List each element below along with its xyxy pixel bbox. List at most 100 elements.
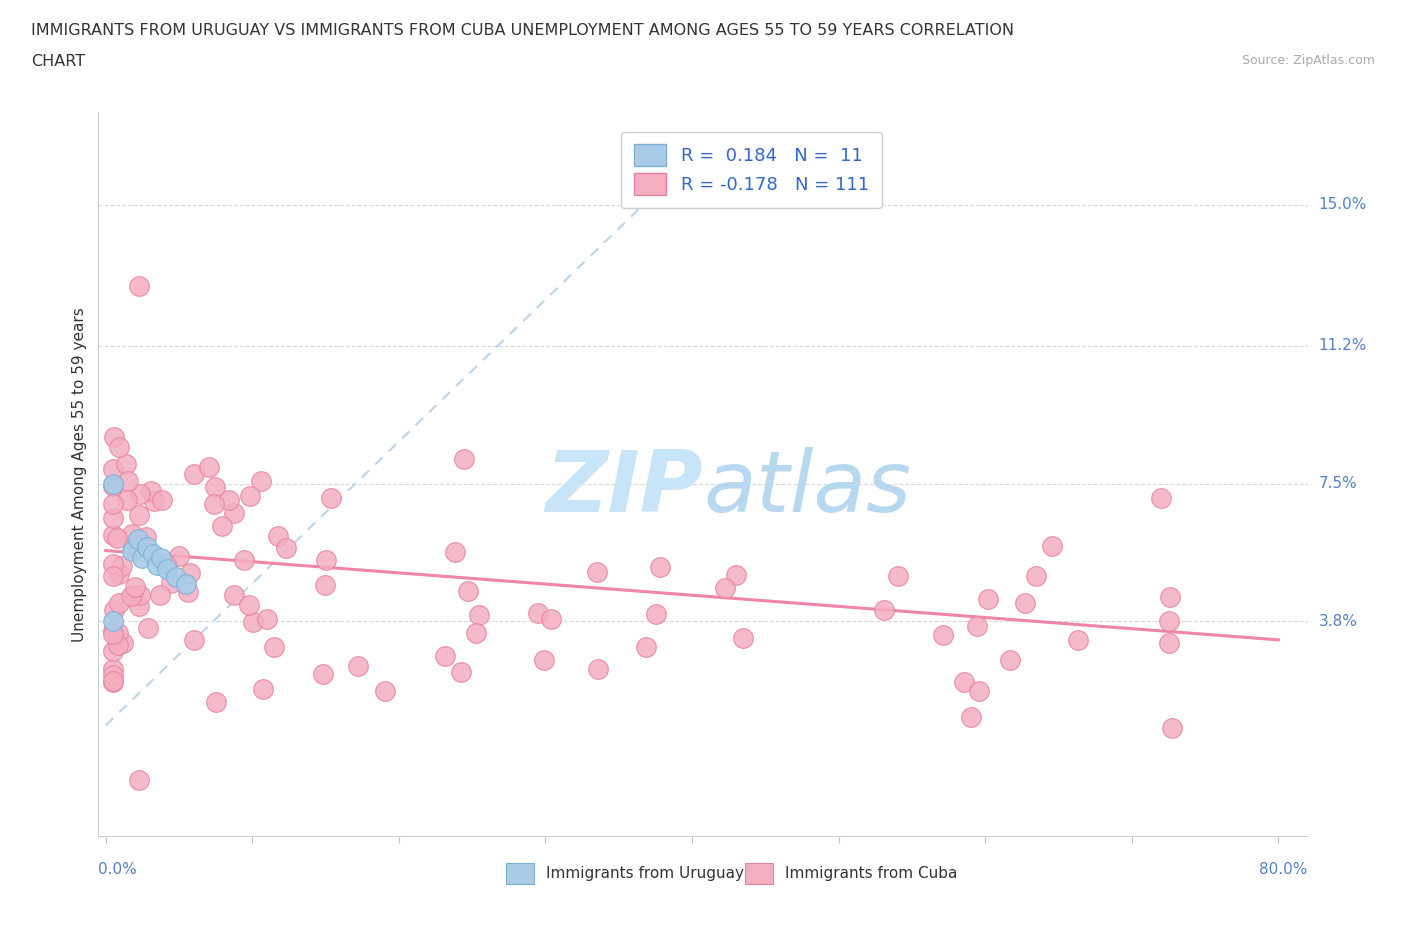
Point (127, 532, 149, 547)
Point (101, 662, 124, 677)
Point (128, 772, 150, 787)
Point (108, 566, 131, 581)
Point (107, 626, 129, 641)
Point (256, 612, 278, 627)
Point (101, 668, 124, 683)
Point (135, 530, 157, 545)
Point (115, 457, 138, 472)
Point (346, 658, 368, 673)
Point (120, 589, 142, 604)
Text: 3.8%: 3.8% (1319, 614, 1358, 629)
Point (150, 551, 173, 565)
Point (218, 492, 240, 507)
Point (953, 674, 976, 689)
Point (121, 543, 143, 558)
Point (526, 606, 548, 621)
Point (103, 430, 125, 445)
Point (128, 507, 150, 522)
Point (450, 664, 472, 679)
Point (966, 619, 988, 634)
Point (636, 640, 658, 655)
Text: 0.0%: 0.0% (98, 862, 138, 877)
Point (724, 567, 747, 582)
Point (101, 511, 124, 525)
Point (204, 479, 226, 494)
Point (101, 569, 124, 584)
Point (932, 628, 955, 643)
Point (101, 556, 124, 571)
Point (714, 580, 737, 595)
Text: atlas: atlas (703, 447, 911, 530)
Point (1150, 491, 1173, 506)
Point (311, 666, 333, 681)
Point (176, 577, 198, 591)
Point (1025, 568, 1047, 583)
Point (249, 473, 271, 488)
Point (129, 588, 152, 603)
Point (263, 640, 285, 655)
Point (967, 684, 990, 698)
Point (252, 682, 274, 697)
Point (202, 497, 225, 512)
Point (101, 614, 124, 629)
Point (124, 579, 146, 594)
Point (101, 623, 124, 638)
Point (160, 576, 183, 591)
Point (586, 661, 609, 676)
Point (465, 625, 488, 640)
Point (205, 694, 228, 709)
Text: Source: ZipAtlas.com: Source: ZipAtlas.com (1241, 54, 1375, 67)
Point (108, 440, 131, 455)
Point (374, 684, 396, 698)
Text: CHART: CHART (31, 54, 84, 69)
Point (233, 552, 256, 567)
Point (101, 478, 124, 493)
Point (146, 558, 169, 573)
Point (101, 527, 124, 542)
Point (142, 547, 165, 562)
Point (733, 631, 755, 645)
Text: 7.5%: 7.5% (1319, 476, 1357, 491)
Text: 15.0%: 15.0% (1319, 197, 1367, 212)
Point (648, 559, 671, 574)
Point (1159, 590, 1181, 604)
Point (468, 608, 491, 623)
Point (239, 489, 262, 504)
Point (101, 674, 124, 689)
Point (315, 552, 337, 567)
Point (238, 598, 260, 613)
Point (872, 603, 894, 618)
Point (183, 467, 205, 482)
Point (1160, 721, 1182, 736)
Point (169, 549, 191, 564)
Point (319, 491, 342, 506)
Point (122, 588, 145, 603)
Point (165, 569, 187, 584)
Point (179, 565, 201, 580)
Point (131, 551, 153, 565)
Point (533, 653, 555, 668)
Point (242, 615, 264, 630)
Legend: R =  0.184   N =  11, R = -0.178   N = 111: R = 0.184 N = 11, R = -0.178 N = 111 (621, 131, 882, 208)
Point (103, 603, 125, 618)
Point (197, 459, 219, 474)
Point (177, 585, 200, 600)
Point (976, 591, 998, 606)
Point (211, 519, 233, 534)
Point (117, 473, 139, 488)
Text: Immigrants from Cuba: Immigrants from Cuba (785, 866, 957, 881)
Point (1014, 595, 1036, 610)
Point (1159, 636, 1181, 651)
Point (314, 578, 336, 592)
Point (101, 461, 124, 476)
Point (101, 644, 124, 658)
Point (129, 486, 152, 501)
Point (998, 653, 1021, 668)
Text: 11.2%: 11.2% (1319, 339, 1367, 353)
Point (149, 588, 172, 603)
Text: Immigrants from Uruguay: Immigrants from Uruguay (546, 866, 744, 881)
Point (444, 544, 467, 559)
Point (101, 476, 124, 491)
Point (115, 492, 138, 507)
Point (1067, 633, 1090, 648)
